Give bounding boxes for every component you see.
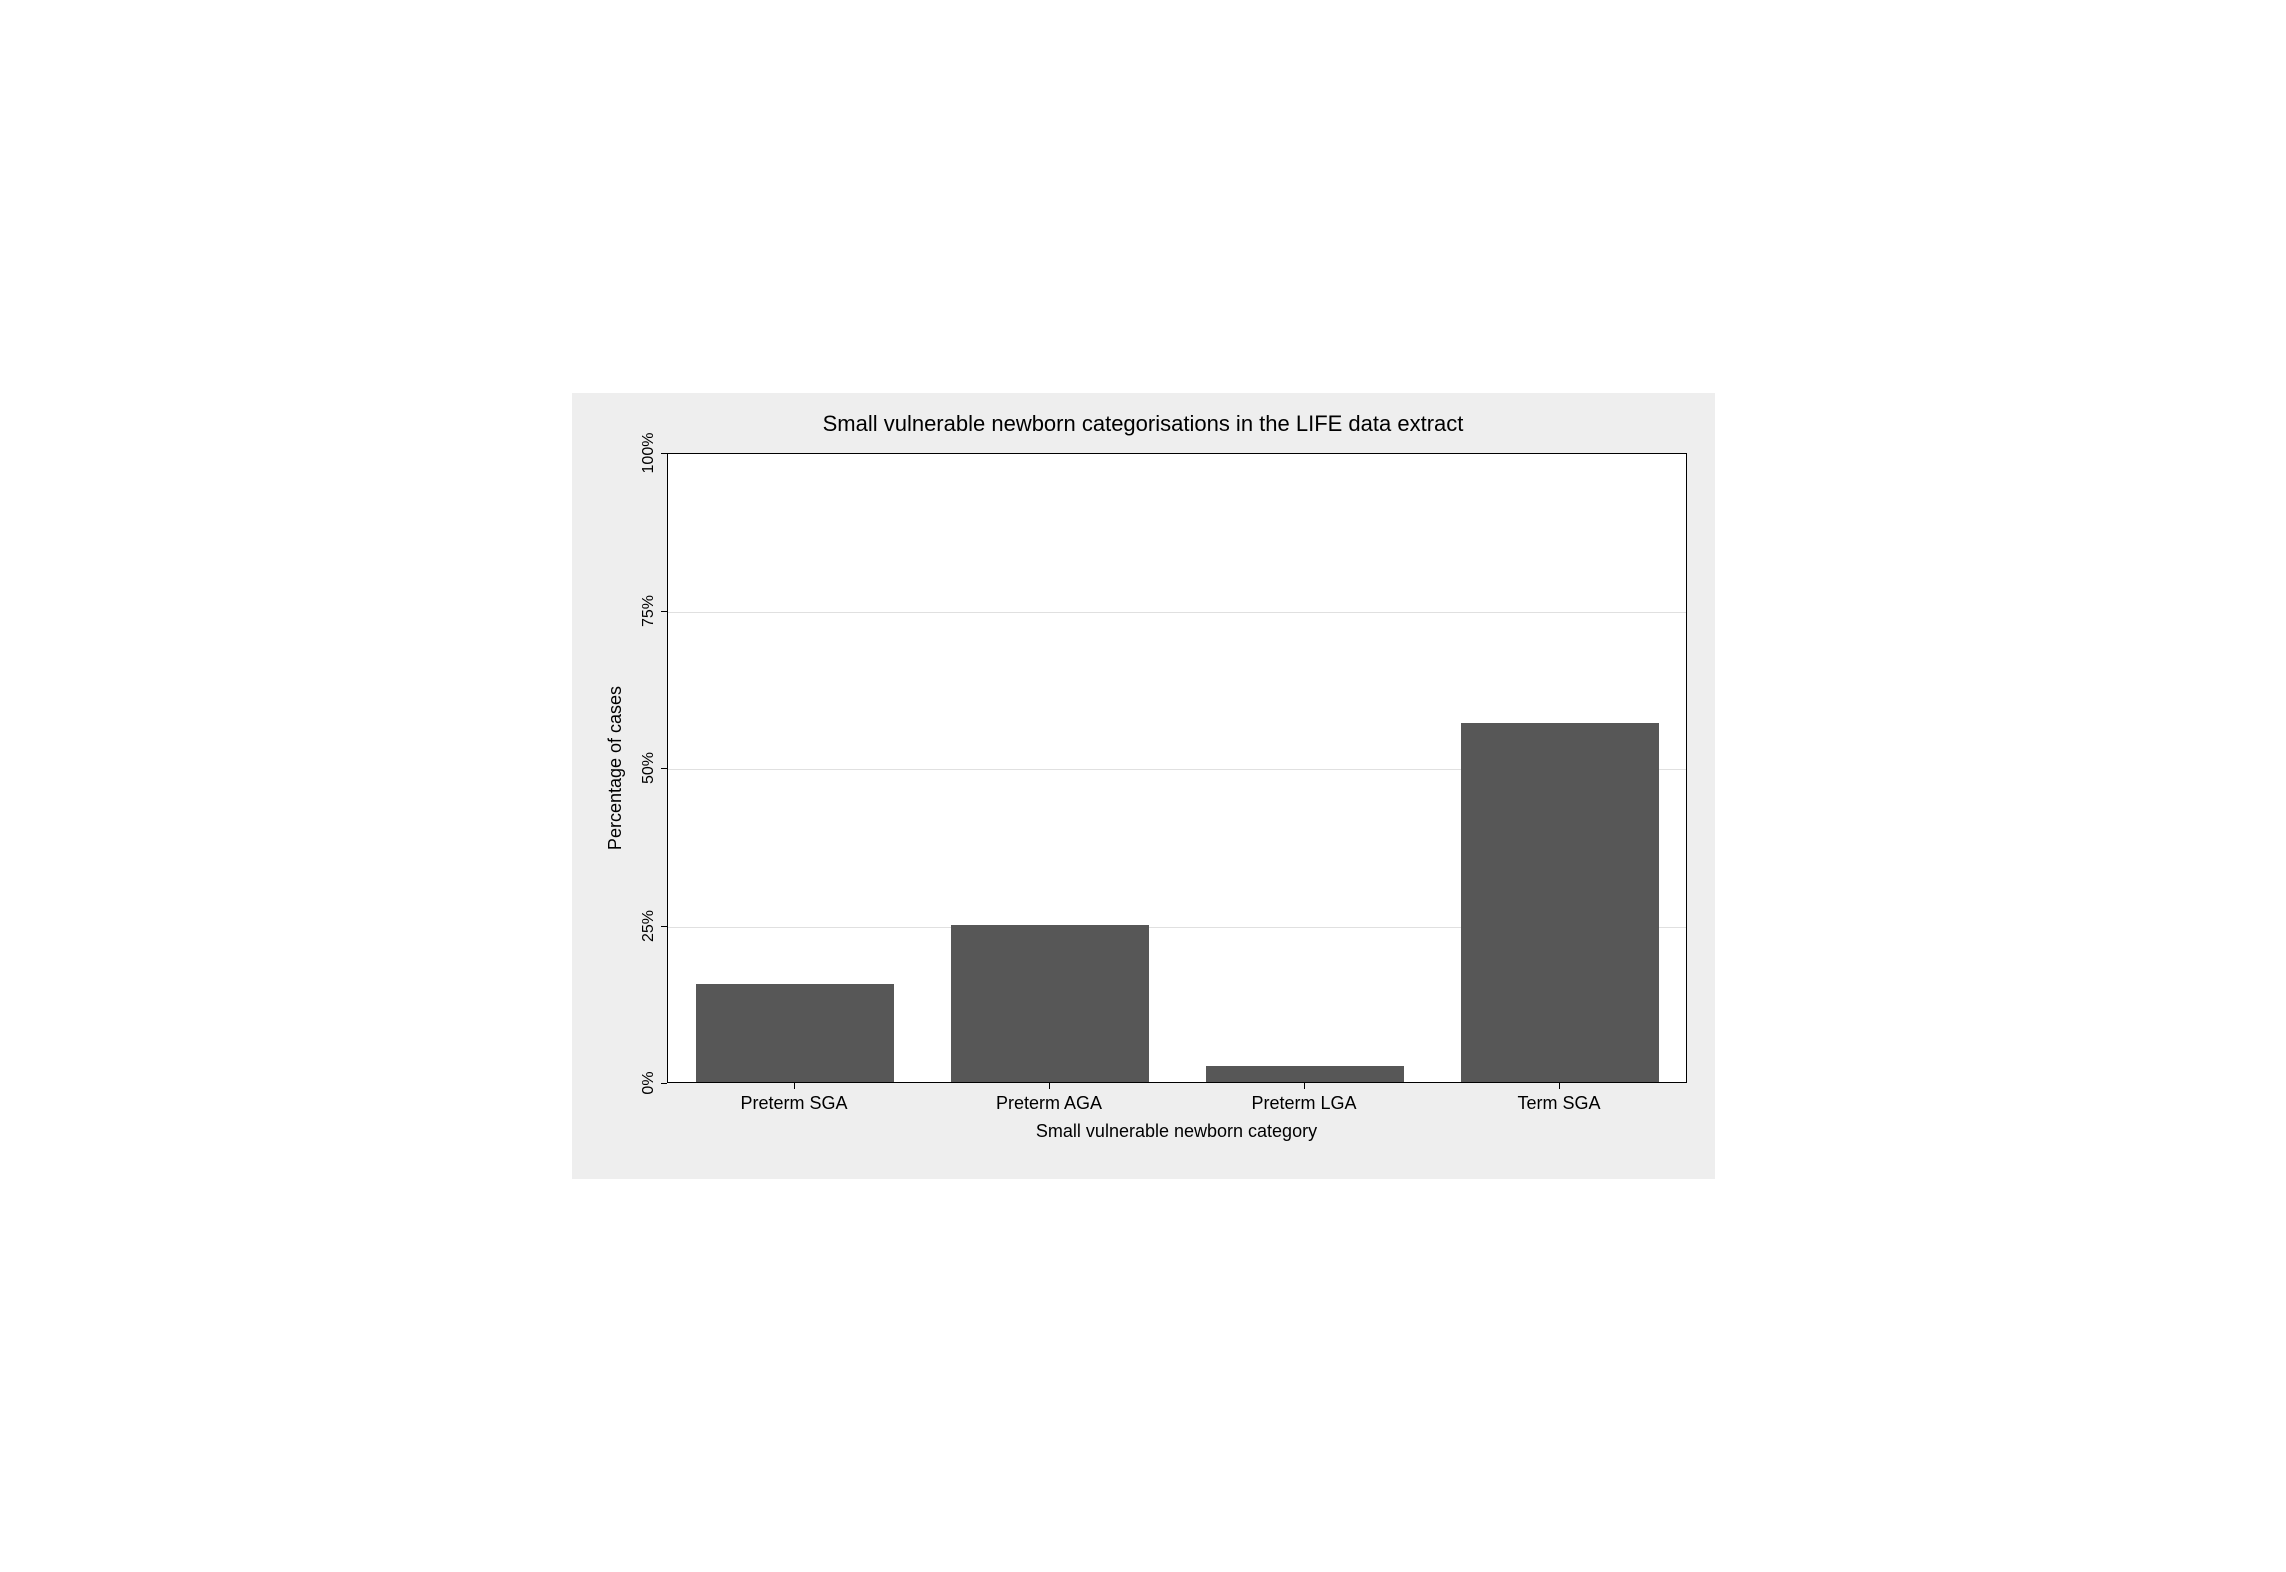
y-tick-mark (661, 926, 667, 927)
x-tick-mark (1049, 1083, 1050, 1089)
y-tick-label: 100% (639, 423, 659, 483)
y-axis-title: Percentage of cases (603, 618, 627, 918)
x-tick-mark (1559, 1083, 1560, 1089)
x-tick-label: Preterm AGA (922, 1093, 1177, 1114)
bar (1206, 1066, 1405, 1082)
bar (1461, 723, 1660, 1082)
y-tick-mark (661, 611, 667, 612)
x-tick-label: Term SGA (1432, 1093, 1687, 1114)
y-tick-label: 50% (639, 738, 659, 798)
bar (696, 984, 895, 1082)
chart-title: Small vulnerable newborn categorisations… (572, 411, 1715, 437)
x-tick-label: Preterm SGA (667, 1093, 922, 1114)
plot-area (667, 453, 1687, 1083)
y-tick-mark (661, 1083, 667, 1084)
x-tick-mark (794, 1083, 795, 1089)
y-tick-label: 0% (639, 1053, 659, 1113)
y-tick-label: 75% (639, 581, 659, 641)
bar (951, 925, 1150, 1083)
x-tick-mark (1304, 1083, 1305, 1089)
gridline (668, 612, 1686, 613)
x-tick-label: Preterm LGA (1177, 1093, 1432, 1114)
y-tick-label: 25% (639, 896, 659, 956)
y-tick-mark (661, 453, 667, 454)
bar-chart: Small vulnerable newborn categorisations… (572, 393, 1715, 1179)
x-axis-title: Small vulnerable newborn category (877, 1121, 1477, 1142)
y-tick-mark (661, 768, 667, 769)
